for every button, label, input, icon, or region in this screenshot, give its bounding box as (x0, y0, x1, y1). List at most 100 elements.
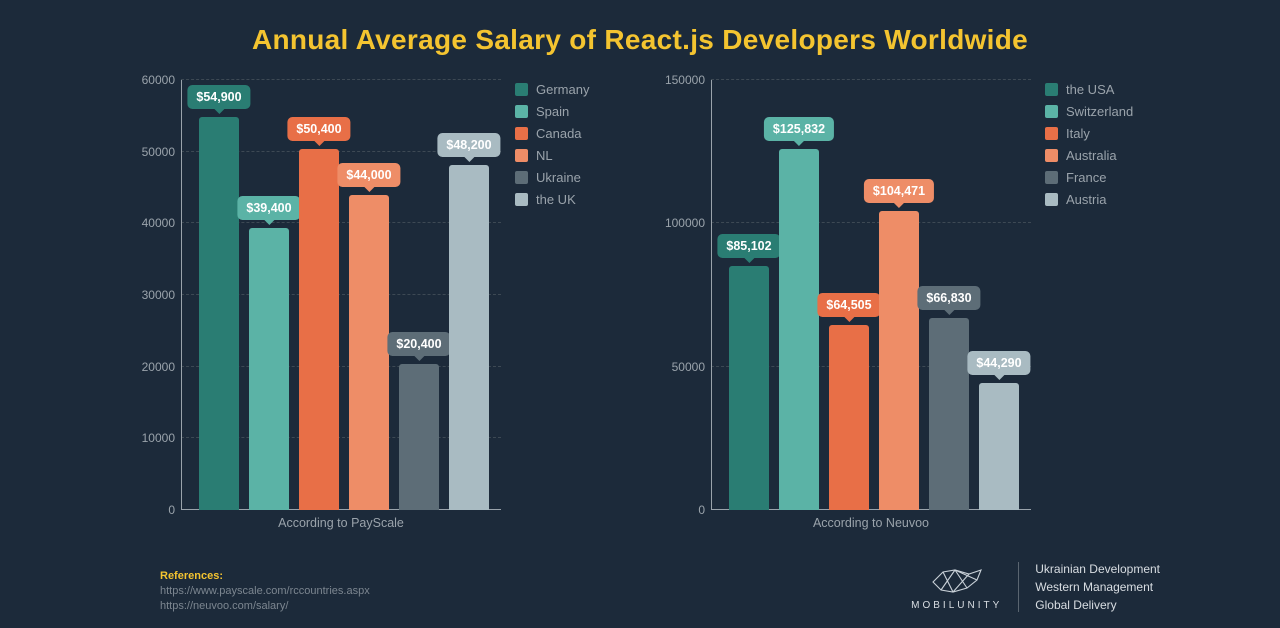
legend-swatch (515, 127, 528, 140)
value-bubble: $44,000 (337, 163, 400, 187)
legend-swatch (1045, 193, 1058, 206)
value-bubble: $48,200 (437, 133, 500, 157)
bar-austria: $44,290 (979, 383, 1019, 510)
value-bubble: $85,102 (717, 234, 780, 258)
bubble-arrow (414, 356, 424, 366)
legend-swatch (515, 171, 528, 184)
references-title: References: (160, 569, 370, 584)
bubble-arrow (264, 220, 274, 230)
value-bubble: $66,830 (917, 286, 980, 310)
y-tick-label: 10000 (142, 431, 175, 445)
bar-italy: $64,505 (829, 325, 869, 510)
legend-label: Austria (1066, 192, 1106, 207)
legend-swatch (1045, 83, 1058, 96)
legend-item: NL (515, 148, 625, 163)
legend-swatch (515, 105, 528, 118)
legend-item: Austria (1045, 192, 1155, 207)
legend-item: Germany (515, 82, 625, 97)
y-tick-label: 30000 (142, 288, 175, 302)
legend-item: Ukraine (515, 170, 625, 185)
bar-spain: $39,400 (249, 228, 289, 510)
brand-divider (1018, 562, 1019, 612)
chart-plot: $85,102$125,832$64,505$104,471$66,830$44… (711, 80, 1031, 510)
legend: the USA Switzerland Italy Australia France Au… (1045, 80, 1155, 510)
legend-label: Spain (536, 104, 569, 119)
value-bubble: $64,505 (817, 293, 880, 317)
legend-swatch (1045, 105, 1058, 118)
bubble-arrow (994, 375, 1004, 385)
value-bubble: $50,400 (287, 117, 350, 141)
bar-switzerland: $125,832 (779, 149, 819, 510)
bar-nl: $44,000 (349, 195, 389, 510)
brand-logo: MOBILUNITY (911, 564, 1002, 611)
value-bubble: $54,900 (187, 85, 250, 109)
page-title: Annual Average Salary of React.js Develo… (0, 0, 1280, 56)
chart-plot: $54,900$39,400$50,400$44,000$20,400$48,2… (181, 80, 501, 510)
chart-area: 0100002000030000400005000060000$54,900$3… (125, 80, 501, 510)
brand-name: MOBILUNITY (911, 600, 1002, 611)
reference-line: https://www.payscale.com/rccountries.asp… (160, 584, 370, 599)
bar-france: $66,830 (929, 318, 969, 510)
y-tick-label: 0 (698, 503, 705, 517)
y-tick-label: 40000 (142, 216, 175, 230)
bubble-arrow (364, 187, 374, 197)
y-axis: 0100002000030000400005000060000 (125, 80, 181, 510)
brand-tagline: Western Management (1035, 578, 1160, 596)
legend-swatch (1045, 171, 1058, 184)
bubble-arrow (744, 258, 754, 268)
legend-label: Italy (1066, 126, 1090, 141)
y-tick-label: 50000 (142, 145, 175, 159)
legend-label: the USA (1066, 82, 1114, 97)
bar-ukraine: $20,400 (399, 364, 439, 510)
brand-taglines: Ukrainian Development Western Management… (1035, 560, 1160, 614)
legend-label: the UK (536, 192, 576, 207)
legend-item: Spain (515, 104, 625, 119)
legend-item: Australia (1045, 148, 1155, 163)
brand-tagline: Ukrainian Development (1035, 560, 1160, 578)
legend-swatch (515, 83, 528, 96)
y-axis: 050000100000150000 (655, 80, 711, 510)
bar-germany: $54,900 (199, 117, 239, 510)
bars-group: $54,900$39,400$50,400$44,000$20,400$48,2… (181, 80, 501, 510)
value-bubble: $104,471 (864, 179, 934, 203)
bubble-arrow (214, 109, 224, 119)
legend: Germany Spain Canada NL Ukraine the UK (515, 80, 625, 510)
chart-neuvoo: 050000100000150000$85,102$125,832$64,505… (655, 80, 1155, 510)
value-bubble: $39,400 (237, 196, 300, 220)
legend-label: Switzerland (1066, 104, 1133, 119)
value-bubble: $125,832 (764, 117, 834, 141)
legend-label: Ukraine (536, 170, 581, 185)
legend-swatch (1045, 127, 1058, 140)
legend-label: NL (536, 148, 553, 163)
whale-icon (929, 564, 985, 596)
chart-area: 050000100000150000$85,102$125,832$64,505… (655, 80, 1031, 510)
y-tick-label: 150000 (665, 73, 705, 87)
brand-block: MOBILUNITY Ukrainian Development Western… (911, 560, 1160, 614)
bubble-arrow (894, 203, 904, 213)
legend-label: Canada (536, 126, 582, 141)
footer: References: https://www.payscale.com/rcc… (0, 560, 1280, 614)
x-axis-label: According to PayScale (181, 516, 501, 530)
y-tick-label: 0 (168, 503, 175, 517)
y-tick-label: 100000 (665, 216, 705, 230)
y-tick-label: 20000 (142, 360, 175, 374)
bar-the-usa: $85,102 (729, 266, 769, 510)
legend-swatch (515, 193, 528, 206)
legend-item: France (1045, 170, 1155, 185)
legend-item: Canada (515, 126, 625, 141)
legend-swatch (515, 149, 528, 162)
references: References: https://www.payscale.com/rcc… (160, 569, 370, 614)
bubble-arrow (944, 310, 954, 320)
bars-group: $85,102$125,832$64,505$104,471$66,830$44… (711, 80, 1031, 510)
bubble-arrow (844, 317, 854, 327)
bubble-arrow (464, 157, 474, 167)
legend-item: the USA (1045, 82, 1155, 97)
bar-australia: $104,471 (879, 211, 919, 510)
legend-label: Germany (536, 82, 589, 97)
bar-the-uk: $48,200 (449, 165, 489, 510)
chart-payscale: 0100002000030000400005000060000$54,900$3… (125, 80, 625, 510)
value-bubble: $20,400 (387, 332, 450, 356)
legend-item: the UK (515, 192, 625, 207)
legend-label: Australia (1066, 148, 1117, 163)
bubble-arrow (314, 141, 324, 151)
